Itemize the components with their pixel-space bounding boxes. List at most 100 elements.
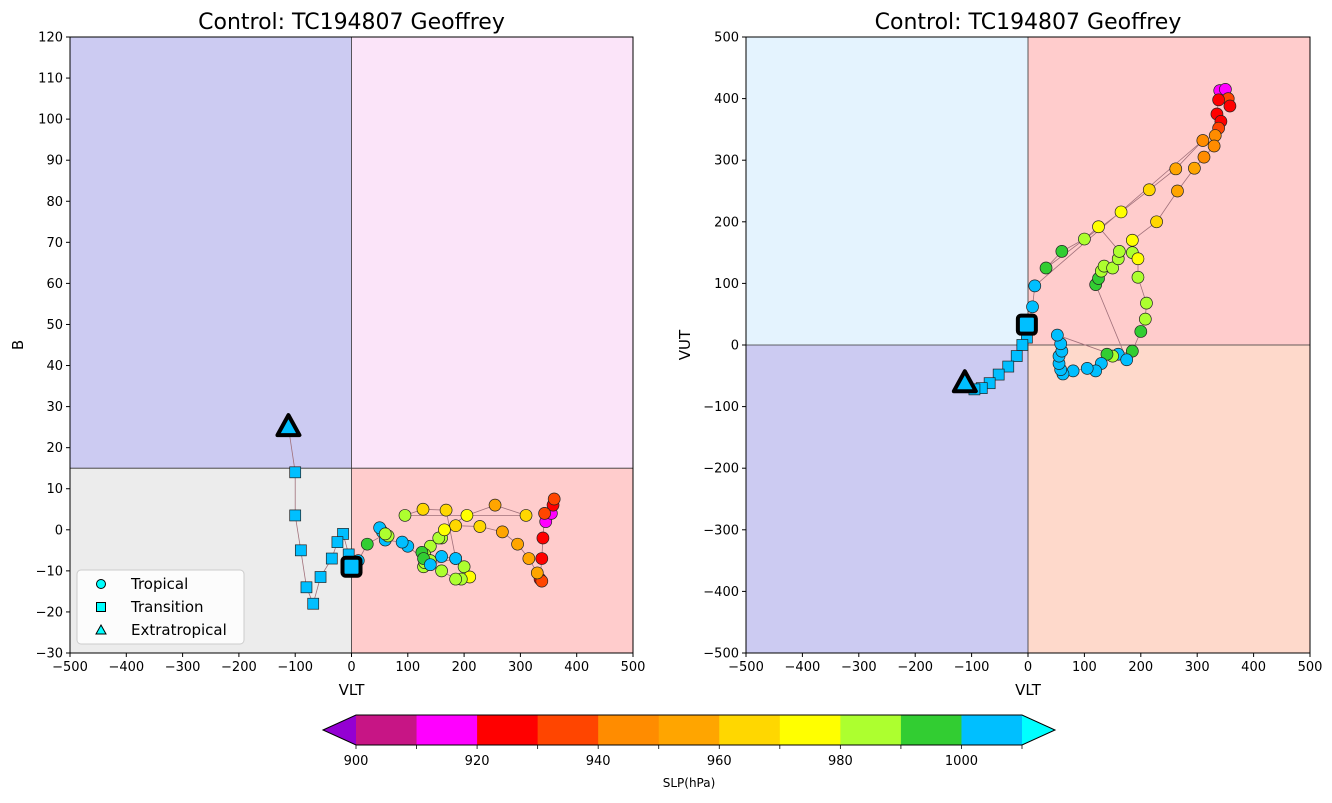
colorbar-min-extension xyxy=(323,715,356,745)
legend-tropical-marker xyxy=(96,579,106,589)
x-tick-label: 0 xyxy=(1024,660,1032,675)
y-tick-label: 100 xyxy=(714,277,739,292)
colorbar-segments xyxy=(356,715,1023,745)
legend-tropical-label: Tropical xyxy=(130,575,188,593)
quadrant-upper-right xyxy=(351,37,633,469)
tropical-point xyxy=(416,502,430,516)
tropical-point xyxy=(457,560,471,574)
x-tick-label: 500 xyxy=(1298,660,1323,675)
x-tick-label: −100 xyxy=(277,660,313,675)
legend-transition-label: Transition xyxy=(130,598,204,616)
x-tick-label: −300 xyxy=(165,660,201,675)
y-tick-label: −200 xyxy=(703,462,739,477)
y-tick-label: 10 xyxy=(46,482,63,497)
tropical-point xyxy=(1100,347,1114,361)
extratropical-point xyxy=(275,413,302,438)
transition-point xyxy=(300,581,313,594)
y-tick-label: −400 xyxy=(703,585,739,600)
colorbar-ticks: 900 920 940 960 980 1000 xyxy=(344,745,1023,769)
storm-track-points xyxy=(275,413,561,610)
x-tick-label: −400 xyxy=(785,660,821,675)
x-tick-label: 0 xyxy=(347,660,355,675)
y-axis-label: VUT xyxy=(676,329,694,360)
quadrant-upper-right xyxy=(1028,37,1310,345)
tropical-point xyxy=(1078,232,1091,246)
tropical-point xyxy=(1197,150,1211,164)
tropical-point xyxy=(460,509,474,522)
tropical-point xyxy=(1131,270,1145,284)
y-tick-label: 40 xyxy=(46,359,63,374)
colorbar-label: SLP(hPa) xyxy=(663,776,716,790)
tropical-point xyxy=(1131,252,1145,266)
colorbar-segment xyxy=(598,715,660,745)
quadrant-upper-left xyxy=(70,37,352,469)
tropical-point xyxy=(1169,162,1183,176)
y-tick-label: −500 xyxy=(703,647,739,662)
tropical-point xyxy=(398,509,412,522)
colorbar-segment xyxy=(719,715,781,745)
y-axis-ticks: −30 −20 −10 0 10 20 30 40 50 60 70 80 90 100 110 120 xyxy=(36,31,70,662)
transition-point xyxy=(294,544,307,557)
y-tick-label: 400 xyxy=(714,92,739,107)
colorbar-tick-label: 960 xyxy=(707,754,732,769)
tropical-point xyxy=(395,535,409,549)
colorbar-tick-label: 1000 xyxy=(945,754,978,769)
tropical-point xyxy=(1080,362,1094,375)
tropical-point xyxy=(439,503,453,517)
x-tick-label: 200 xyxy=(1128,660,1153,675)
tropical-point xyxy=(519,509,533,522)
vut-vs-vlt-panel: −500 −400 −300 −200 −100 0 100 200 300 400 500 −50… xyxy=(676,10,1322,699)
x-tick-label: 400 xyxy=(564,660,589,675)
quadrant-lower-right xyxy=(1028,345,1310,653)
tropical-point xyxy=(1212,93,1225,107)
transition-point xyxy=(992,368,1005,381)
x-axis-label: VLT xyxy=(339,681,366,699)
tropical-point xyxy=(1188,161,1201,175)
y-tick-label: −10 xyxy=(36,564,63,579)
colorbar-tick-label: 920 xyxy=(465,754,490,769)
tropical-point xyxy=(1050,328,1064,342)
y-tick-label: 90 xyxy=(46,154,63,169)
tropical-point xyxy=(449,519,463,533)
tropical-point xyxy=(1171,184,1184,198)
y-tick-label: 100 xyxy=(38,113,63,128)
colorbar-segment xyxy=(840,715,902,745)
transition-point xyxy=(331,536,344,548)
x-tick-label: −500 xyxy=(52,660,88,675)
tropical-point xyxy=(511,537,524,551)
tropical-point xyxy=(1196,134,1210,147)
tropical-point xyxy=(547,492,561,506)
x-tick-label: −200 xyxy=(221,660,257,675)
storm-track-points xyxy=(951,83,1237,396)
colorbar-segment xyxy=(961,715,1023,745)
tropical-point xyxy=(1026,300,1039,314)
x-tick-label: −300 xyxy=(841,660,877,675)
current-position-marker xyxy=(340,555,363,578)
chart-title: Control: TC194807 Geoffrey xyxy=(198,10,505,35)
x-axis-ticks: −500 −400 −300 −200 −100 0 100 200 300 400 500 xyxy=(728,653,1322,675)
x-tick-label: 200 xyxy=(452,660,477,675)
y-tick-label: 70 xyxy=(46,236,63,251)
tropical-point xyxy=(1106,261,1119,275)
current-position-marker xyxy=(1015,313,1038,336)
colorbar-segment xyxy=(356,715,418,745)
colorbar-max-extension xyxy=(1022,715,1055,745)
tropical-point xyxy=(1092,220,1105,234)
x-tick-label: −100 xyxy=(954,660,990,675)
colorbar-segment xyxy=(416,715,478,745)
tropical-point xyxy=(1134,325,1148,338)
x-tick-label: −500 xyxy=(728,660,764,675)
y-tick-label: 500 xyxy=(714,31,739,46)
y-tick-label: −100 xyxy=(703,400,739,415)
tropical-point xyxy=(435,550,448,563)
y-tick-label: 80 xyxy=(46,195,63,210)
transition-point xyxy=(1010,350,1023,362)
y-tick-label: 60 xyxy=(46,277,63,292)
legend-extratropical-marker xyxy=(95,623,107,635)
y-tick-label: 300 xyxy=(714,154,739,169)
colorbar-segment xyxy=(658,715,720,745)
x-tick-label: −200 xyxy=(897,660,933,675)
colorbar-tick-label: 900 xyxy=(344,754,369,769)
legend-box xyxy=(76,569,245,645)
